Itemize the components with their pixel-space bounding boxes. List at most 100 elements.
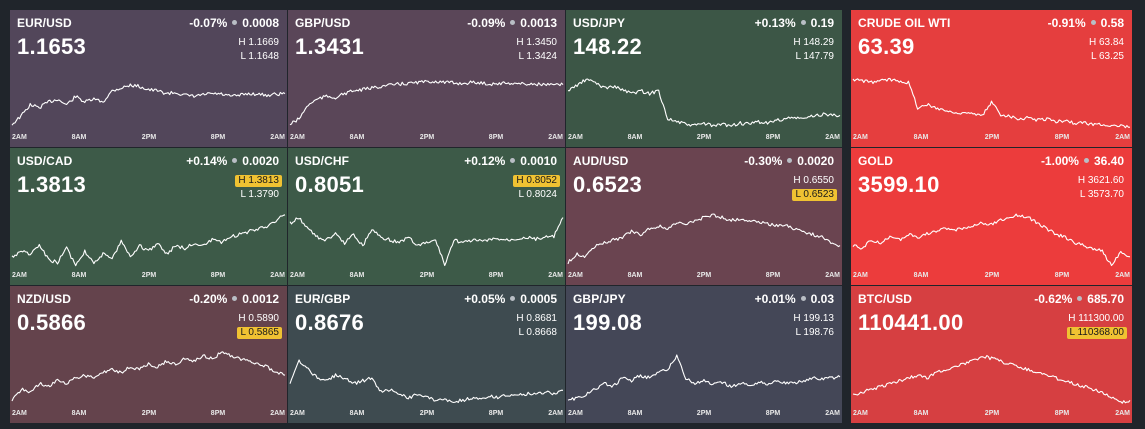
change-readout: +0.05% 0.0005 bbox=[464, 292, 557, 306]
time-tick-label: 2AM bbox=[12, 134, 27, 141]
last-price: 0.6523 bbox=[573, 172, 643, 197]
time-axis: 2AM 8AM 2PM 8PM 2AM bbox=[10, 410, 287, 420]
market-tile[interactable]: CRUDE OIL WTI -0.91% 0.58 63.39 H 63.84 L 63.… bbox=[851, 10, 1132, 147]
time-tick-label: 8PM bbox=[1054, 272, 1070, 279]
time-tick-label: 2AM bbox=[1115, 410, 1130, 417]
market-tile[interactable]: USD/CAD +0.14% 0.0020 1.3813 H 1.3813 L 1.379… bbox=[10, 148, 287, 285]
session-low: L 110368.00 bbox=[1066, 327, 1127, 339]
session-high: H 1.3813 bbox=[235, 175, 282, 187]
market-tile[interactable]: USD/JPY +0.13% 0.19 148.22 H 148.29 L 147.79 2… bbox=[566, 10, 842, 147]
change-absolute: 0.58 bbox=[1100, 16, 1124, 30]
change-percent: +0.12% bbox=[464, 154, 506, 168]
last-price: 0.8676 bbox=[295, 310, 365, 335]
time-tick-label: 2AM bbox=[853, 134, 868, 141]
time-tick-label: 2AM bbox=[290, 272, 305, 279]
sparkline-chart bbox=[289, 359, 564, 404]
time-tick-label: 2AM bbox=[290, 410, 305, 417]
time-tick-label: 2AM bbox=[825, 272, 840, 279]
time-tick-label: 2PM bbox=[984, 410, 1000, 417]
time-axis: 2AM 8AM 2PM 8PM 2AM bbox=[288, 272, 565, 282]
price-line bbox=[852, 77, 1131, 129]
separator-dot-icon bbox=[1077, 296, 1083, 302]
symbol-label: EUR/GBP bbox=[295, 292, 351, 306]
change-percent: -0.62% bbox=[1034, 292, 1073, 306]
time-axis: 2AM 8AM 2PM 8PM 2AM bbox=[851, 134, 1132, 144]
change-absolute: 0.19 bbox=[810, 16, 834, 30]
change-absolute: 36.40 bbox=[1093, 154, 1124, 168]
session-low: L 147.79 bbox=[795, 51, 834, 62]
symbol-label: EUR/USD bbox=[17, 16, 72, 30]
time-tick-label: 8PM bbox=[210, 410, 226, 417]
time-tick-label: 2AM bbox=[548, 134, 563, 141]
time-tick-label: 8PM bbox=[1054, 134, 1070, 141]
symbol-label: USD/CHF bbox=[295, 154, 350, 168]
time-tick-label: 8PM bbox=[488, 272, 504, 279]
price-line bbox=[11, 214, 286, 267]
time-tick-label: 2AM bbox=[853, 272, 868, 279]
market-tile[interactable]: GOLD -1.00% 36.40 3599.10 H 3621.60 L 3573.70… bbox=[851, 148, 1132, 285]
change-readout: +0.14% 0.0020 bbox=[186, 154, 279, 168]
change-percent: +0.14% bbox=[186, 154, 228, 168]
sparkline-chart bbox=[852, 355, 1131, 404]
time-tick-label: 2PM bbox=[141, 272, 157, 279]
change-absolute: 0.0020 bbox=[242, 154, 279, 168]
symbol-label: GOLD bbox=[858, 154, 894, 168]
time-tick-label: 2AM bbox=[825, 134, 840, 141]
last-price: 1.1653 bbox=[17, 34, 87, 59]
change-readout: +0.01% 0.03 bbox=[755, 292, 834, 306]
change-absolute: 0.0010 bbox=[520, 154, 557, 168]
symbol-label: BTC/USD bbox=[858, 292, 913, 306]
change-readout: -0.91% 0.58 bbox=[1048, 16, 1124, 30]
time-tick-label: 2PM bbox=[141, 134, 157, 141]
separator-dot-icon bbox=[232, 296, 238, 302]
market-tile[interactable]: EUR/GBP +0.05% 0.0005 0.8676 H 0.8681 L 0.866… bbox=[288, 286, 565, 423]
time-tick-label: 2AM bbox=[548, 272, 563, 279]
time-tick-label: 2PM bbox=[696, 134, 712, 141]
change-readout: -1.00% 36.40 bbox=[1041, 154, 1124, 168]
time-tick-label: 2PM bbox=[419, 272, 435, 279]
time-tick-label: 2AM bbox=[270, 272, 285, 279]
time-tick-label: 8AM bbox=[71, 410, 87, 417]
change-readout: -0.09% 0.0013 bbox=[467, 16, 557, 30]
change-readout: +0.12% 0.0010 bbox=[464, 154, 557, 168]
market-tile[interactable]: GBP/JPY +0.01% 0.03 199.08 H 199.13 L 198.76 2… bbox=[566, 286, 842, 423]
separator-dot-icon bbox=[232, 20, 238, 26]
session-low: L 0.5865 bbox=[237, 327, 282, 339]
separator-dot-icon bbox=[800, 296, 806, 302]
change-absolute: 0.0020 bbox=[797, 154, 834, 168]
time-tick-label: 8AM bbox=[913, 410, 929, 417]
market-tile[interactable]: BTC/USD -0.62% 685.70 110441.00 H 111300.00 L… bbox=[851, 286, 1132, 423]
sparkline-chart bbox=[567, 213, 841, 265]
symbol-label: USD/CAD bbox=[17, 154, 73, 168]
session-high: H 1.1669 bbox=[238, 37, 279, 48]
session-high: H 0.5890 bbox=[238, 313, 279, 324]
change-percent: -0.91% bbox=[1047, 16, 1086, 30]
market-tile[interactable]: NZD/USD -0.20% 0.0012 0.5866 H 0.5890 L 0.586… bbox=[10, 286, 287, 423]
separator-dot-icon bbox=[1083, 158, 1089, 164]
time-axis: 2AM 8AM 2PM 8PM 2AM bbox=[10, 134, 287, 144]
time-axis: 2AM 8AM 2PM 8PM 2AM bbox=[851, 410, 1132, 420]
sparkline-chart bbox=[289, 79, 564, 126]
change-percent: -0.30% bbox=[744, 154, 783, 168]
market-tile[interactable]: USD/CHF +0.12% 0.0010 0.8051 H 0.8052 L 0.802… bbox=[288, 148, 565, 285]
last-price: 148.22 bbox=[573, 34, 643, 59]
session-low: L 1.3790 bbox=[240, 189, 279, 200]
sparkline-chart bbox=[567, 354, 841, 401]
market-tile[interactable]: EUR/USD -0.07% 0.0008 1.1653 H 1.1669 L 1.164… bbox=[10, 10, 287, 147]
separator-dot-icon bbox=[1090, 20, 1096, 26]
price-line bbox=[289, 359, 564, 404]
symbol-label: GBP/JPY bbox=[573, 292, 626, 306]
time-tick-label: 2AM bbox=[270, 410, 285, 417]
time-tick-label: 2AM bbox=[270, 134, 285, 141]
price-line bbox=[852, 355, 1131, 404]
change-absolute: 0.03 bbox=[810, 292, 834, 306]
price-line bbox=[568, 78, 841, 128]
symbol-label: GBP/USD bbox=[295, 16, 351, 30]
separator-dot-icon bbox=[800, 20, 806, 26]
market-tile[interactable]: AUD/USD -0.30% 0.0020 0.6523 H 0.6550 L 0.652… bbox=[566, 148, 842, 285]
market-tile[interactable]: GBP/USD -0.09% 0.0013 1.3431 H 1.3450 L 1.342… bbox=[288, 10, 565, 147]
time-tick-label: 8AM bbox=[627, 410, 643, 417]
last-price: 3599.10 bbox=[858, 172, 940, 197]
session-low: L 3573.70 bbox=[1079, 189, 1124, 200]
change-absolute: 0.0008 bbox=[242, 16, 279, 30]
